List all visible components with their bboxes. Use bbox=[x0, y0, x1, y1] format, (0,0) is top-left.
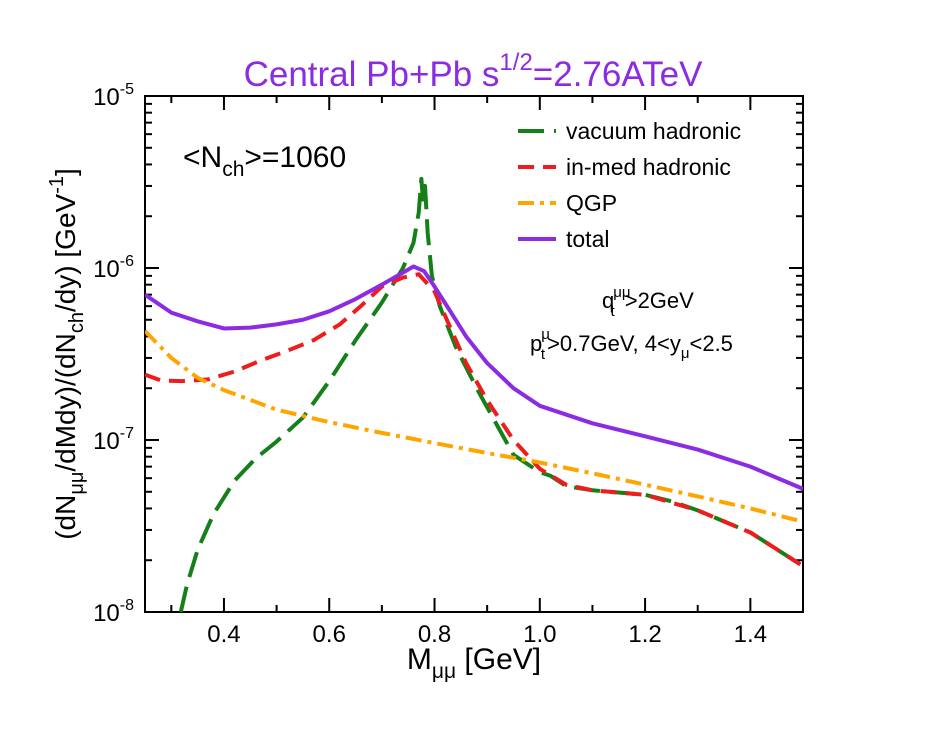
plot-frame bbox=[144, 95, 804, 613]
x-tick-label: 1.0 bbox=[523, 621, 556, 648]
y-tick-label: 10-7 bbox=[93, 425, 134, 455]
axis-ticks bbox=[145, 96, 804, 613]
series-line-vacuum-hadronic bbox=[178, 176, 803, 612]
series-line-in-med-hadronic bbox=[145, 272, 803, 568]
x-axis-label: Mμμ [GeV] bbox=[407, 643, 541, 683]
x-tick-label: 0.4 bbox=[207, 621, 240, 648]
series-line-QGP bbox=[145, 329, 803, 524]
legend-label: QGP bbox=[566, 190, 617, 216]
data-series bbox=[145, 176, 803, 612]
x-tick-label: 0.6 bbox=[313, 621, 346, 648]
y-axis-label: (dNμμ/dMdy)/(dNch/dy) [GeV-1] bbox=[46, 168, 88, 540]
y-tick-labels: 10-8 10-7 10-6 10-5 bbox=[93, 81, 134, 627]
series-line-total bbox=[145, 264, 803, 491]
y-tick-label: 10-8 bbox=[93, 597, 134, 627]
x-tick-label: 0.8 bbox=[418, 621, 451, 648]
x-tick-labels: 0.4 0.6 0.8 1.0 1.2 1.4 bbox=[207, 621, 767, 648]
annotation-pt-cut: pμ t>0.7GeV, 4<yμ<2.5 bbox=[530, 326, 733, 363]
x-tick-label: 1.2 bbox=[628, 621, 661, 648]
y-tick-label: 10-5 bbox=[93, 81, 134, 111]
legend: vacuum hadronic in-med hadronic QGP total bbox=[518, 118, 741, 252]
chart-title: Central Pb+Pb s1/2=2.76ATeV bbox=[244, 49, 703, 94]
legend-label: in-med hadronic bbox=[566, 154, 731, 180]
y-tick-label: 10-6 bbox=[93, 253, 134, 283]
annotation-qt-cut: qμμ t >2GeV bbox=[602, 284, 694, 320]
x-tick-label: 1.4 bbox=[734, 621, 767, 648]
legend-label: vacuum hadronic bbox=[566, 118, 741, 144]
legend-label: total bbox=[566, 226, 609, 252]
annotation-nch: <Nch>=1060 bbox=[183, 141, 346, 181]
